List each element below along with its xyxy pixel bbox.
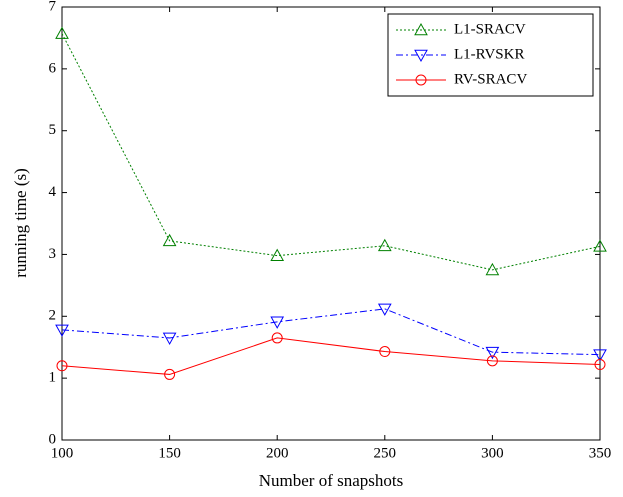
y-tick-label: 1 bbox=[49, 370, 57, 386]
marker bbox=[270, 316, 285, 329]
marker bbox=[55, 324, 69, 337]
legend-marker bbox=[414, 22, 428, 36]
x-tick-label: 150 bbox=[158, 445, 181, 461]
marker bbox=[593, 239, 607, 252]
marker bbox=[593, 349, 607, 362]
marker bbox=[271, 332, 283, 344]
series-line bbox=[61, 33, 601, 271]
series-line bbox=[61, 337, 601, 375]
x-axis-label: Number of snapshots bbox=[259, 471, 403, 490]
y-tick-label: 2 bbox=[49, 308, 57, 324]
x-tick-label: 350 bbox=[589, 445, 612, 461]
series-line bbox=[61, 308, 601, 356]
marker bbox=[270, 248, 285, 261]
marker bbox=[164, 368, 176, 380]
marker bbox=[486, 355, 498, 367]
marker bbox=[485, 346, 500, 360]
plot-frame bbox=[61, 6, 601, 441]
marker bbox=[55, 26, 69, 39]
y-tick-label: 4 bbox=[49, 184, 57, 200]
y-tick-label: 5 bbox=[49, 122, 57, 138]
marker bbox=[162, 332, 177, 345]
y-axis-label: running time (s) bbox=[11, 168, 30, 278]
marker bbox=[379, 346, 391, 358]
marker bbox=[485, 262, 500, 276]
legend-marker bbox=[415, 74, 427, 86]
y-tick-label: 6 bbox=[49, 60, 57, 76]
marker bbox=[56, 360, 68, 372]
marker bbox=[594, 359, 606, 371]
marker bbox=[162, 233, 177, 247]
legend-label: RV-SRACV bbox=[454, 71, 527, 87]
legend-marker bbox=[414, 49, 428, 63]
legend-label: L1-RVSKR bbox=[454, 46, 524, 62]
y-tick-label: 3 bbox=[49, 246, 57, 262]
x-tick-label: 250 bbox=[374, 445, 397, 461]
marker bbox=[377, 238, 392, 252]
y-tick-label: 7 bbox=[49, 0, 57, 14]
legend-label: L1-SRACV bbox=[454, 21, 526, 37]
x-tick-label: 200 bbox=[266, 445, 289, 461]
marker bbox=[377, 303, 392, 316]
x-tick-label: 100 bbox=[51, 445, 74, 461]
x-tick-label: 300 bbox=[481, 445, 504, 461]
y-tick-label: 0 bbox=[49, 431, 57, 447]
